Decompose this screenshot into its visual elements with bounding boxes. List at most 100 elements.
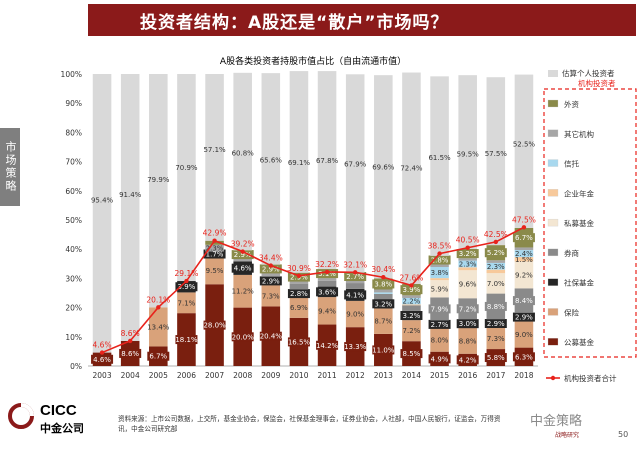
bar-label-bg — [287, 337, 310, 347]
legend-group-label: 机构投资者 — [578, 78, 616, 88]
logo-text-cn: 中金公司 — [40, 422, 84, 435]
bar-value-label: 9.5% — [206, 267, 224, 275]
bar-value-label: 20.4% — [260, 333, 283, 341]
bar-value-label: 79.9% — [147, 176, 170, 184]
bar-segment — [402, 320, 421, 342]
bar-value-label: 2.8% — [431, 257, 449, 265]
bar-label-bg — [119, 348, 142, 358]
watermark: 中金策略 — [530, 414, 583, 429]
bar-value-label: 8.8% — [459, 337, 477, 345]
legend-label: 信托 — [564, 159, 579, 169]
bar-segment — [430, 328, 449, 352]
x-tick-label: 2011 — [318, 371, 337, 380]
bar-label-bg — [316, 340, 339, 350]
bar-segment — [458, 260, 477, 268]
bar-value-label: 6.3% — [515, 353, 533, 361]
bar-segment — [177, 292, 196, 314]
bar-label-bg — [400, 310, 423, 320]
bar-value-label: 7.0% — [487, 280, 505, 288]
bar-segment — [486, 273, 506, 294]
bar-value-label: 59.5% — [457, 150, 480, 158]
legend-line-marker — [550, 375, 556, 381]
header: 投资者结构：A股还是“散户”市场吗？ — [0, 0, 644, 42]
bar-value-label: 13.3% — [344, 343, 367, 351]
line-value-label: 29.1% — [175, 269, 199, 278]
bar-label-bg — [428, 319, 451, 329]
bar-segment — [430, 278, 449, 281]
y-tick-label: 50% — [65, 216, 82, 225]
bar-label-bg — [259, 264, 282, 274]
bar-value-label: 2.9% — [487, 320, 505, 328]
line-value-label: 42.5% — [484, 230, 508, 239]
bar-value-label: 13.4% — [147, 323, 170, 331]
line-point — [240, 249, 245, 254]
bar-segment — [149, 74, 168, 308]
bar-value-label: 3.9% — [403, 286, 421, 294]
bar-segment — [205, 74, 224, 241]
bar-segment — [261, 285, 281, 307]
side-tab-market-strategy[interactable]: 市场策略 — [0, 128, 20, 206]
source-note: 资料来源：上市公司数据，上交所，基金业协会，保监会，社保基金理事会，证券业协会，… — [118, 415, 501, 433]
bar-label-bg — [287, 289, 310, 299]
bar-label-bg — [231, 332, 254, 342]
line-value-label: 30.9% — [287, 264, 311, 273]
bar-value-label: 18.1% — [175, 336, 198, 344]
bar-value-label: 14.2% — [316, 342, 339, 350]
bar-label-bg — [203, 249, 226, 259]
page-number: 50 — [618, 430, 629, 439]
x-tick-label: 2017 — [486, 371, 505, 380]
bar-label-bg — [456, 319, 479, 329]
bar-value-label: 3.9% — [178, 283, 196, 291]
bar-value-label: 4.9% — [431, 355, 449, 363]
line-value-label: 39.2% — [231, 240, 255, 249]
y-tick-label: 10% — [65, 333, 82, 342]
bar-segment — [261, 73, 281, 265]
header-bar — [88, 4, 636, 36]
bar-label-bg — [512, 352, 535, 362]
bar-value-label: 70.9% — [175, 164, 198, 172]
bar-value-label: 9.0% — [346, 311, 364, 319]
bar-value-label: 9.2% — [515, 271, 533, 279]
bar-segment — [458, 75, 477, 249]
bar-segment — [345, 300, 365, 328]
bar-label-bg — [372, 279, 395, 289]
line-value-label: 27.6% — [400, 273, 424, 282]
bar-label-bg — [456, 355, 479, 365]
line-value-label: 32.2% — [315, 260, 339, 269]
watermark-sub: 战略研究 — [555, 432, 580, 439]
bar-value-label: 5.2% — [487, 249, 505, 257]
legend-swatch — [547, 278, 559, 286]
bar-segment — [374, 289, 393, 293]
x-tick-label: 2014 — [402, 371, 421, 380]
legend-swatch — [547, 218, 559, 227]
line-point — [156, 305, 161, 310]
bar-label-bg — [259, 331, 282, 341]
bar-segment — [317, 71, 337, 270]
bar-value-label: 2.9% — [262, 265, 280, 273]
bar-value-label: 6.7% — [515, 234, 533, 242]
institution-legend-box — [543, 88, 637, 358]
bar-segment — [430, 264, 449, 268]
bar-value-label: 67.8% — [316, 157, 339, 165]
bar-segment — [402, 72, 421, 284]
bar-segment — [486, 260, 506, 263]
bar-segment — [374, 75, 393, 279]
x-tick-label: 2005 — [149, 371, 168, 380]
bar-value-label: 2.8% — [290, 290, 308, 298]
line-point — [437, 251, 442, 256]
legend-label: 私募基金 — [564, 218, 594, 228]
line-point — [352, 270, 358, 275]
bar-value-label: 3.6% — [318, 288, 336, 296]
line-value-label: 4.6% — [93, 341, 112, 350]
bar-segment — [317, 297, 337, 325]
bar-segment — [345, 280, 365, 284]
legend-label: 社保基金 — [564, 278, 594, 288]
bar-value-label: 7.9% — [431, 305, 449, 313]
legend-swatch — [547, 159, 559, 167]
legend-swatch — [547, 99, 559, 108]
legend-label: 外资 — [564, 99, 579, 109]
bar-segment — [514, 321, 534, 348]
bar-value-label: 2.4% — [515, 250, 533, 258]
legend-swatch — [547, 308, 559, 316]
x-tick-label: 2018 — [514, 371, 533, 380]
